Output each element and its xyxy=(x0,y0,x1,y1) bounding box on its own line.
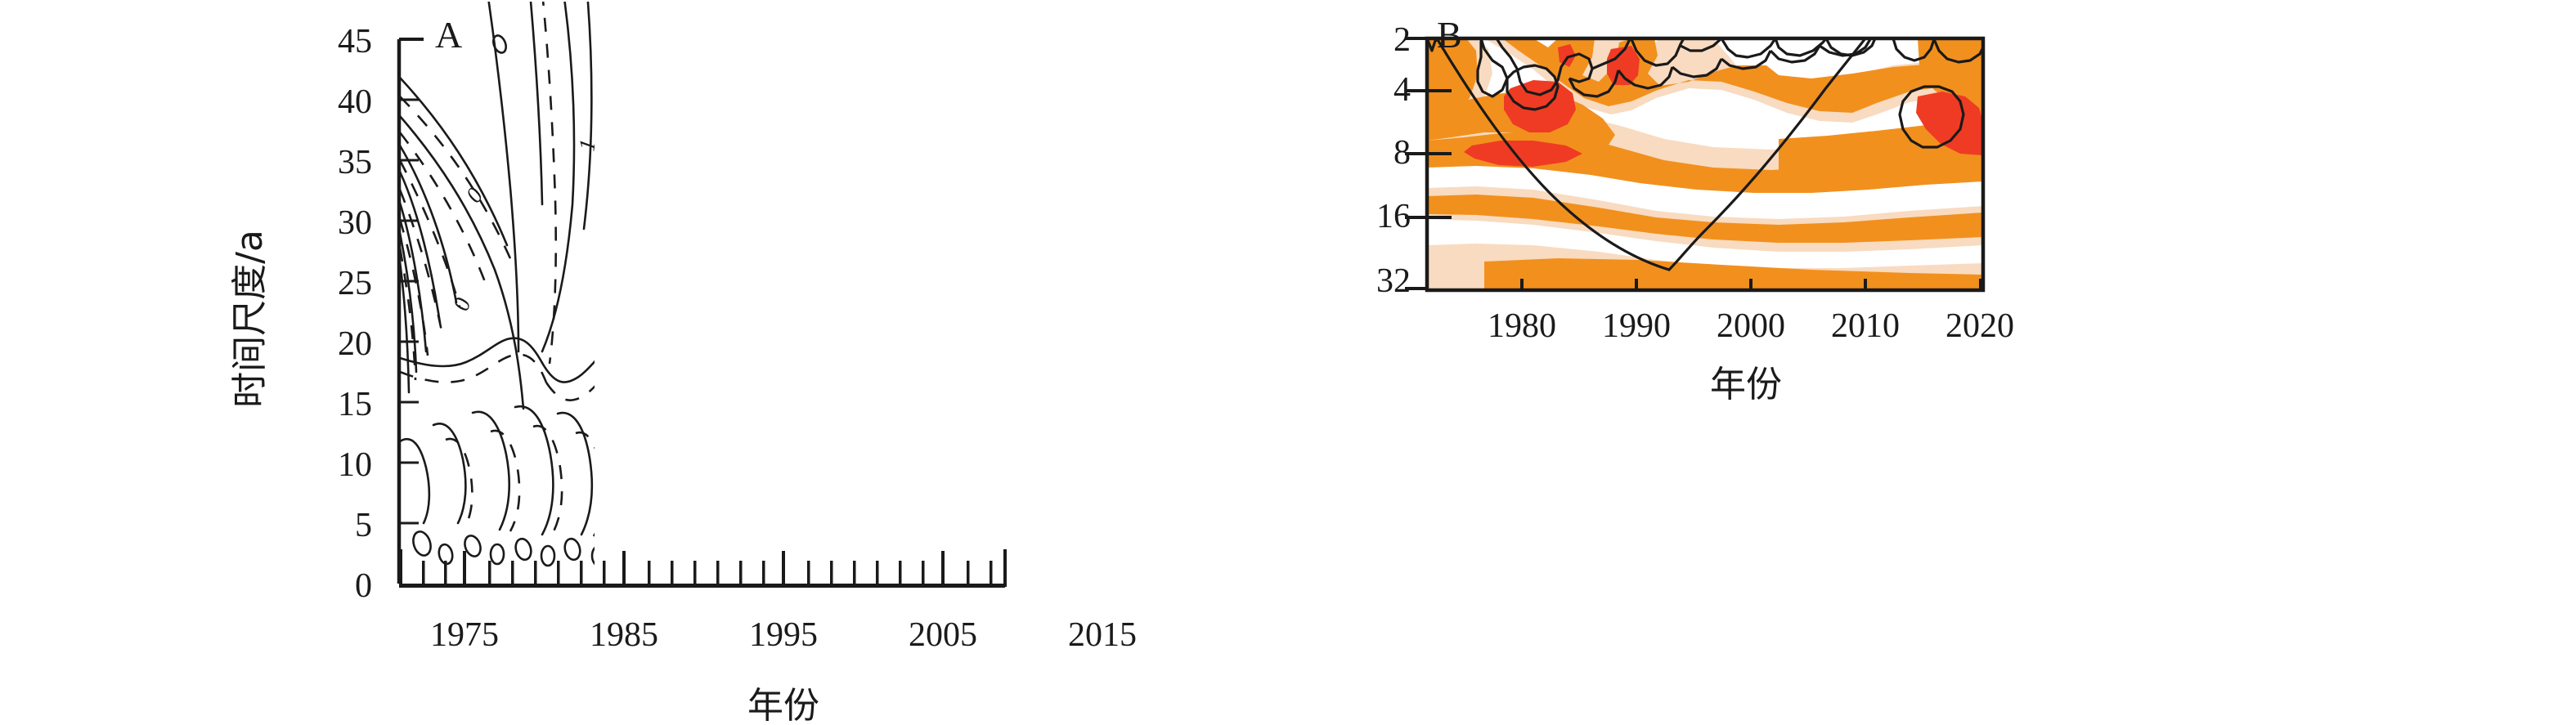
panel-b-x-axis-ticks xyxy=(1520,279,1982,292)
xtick-label: 2010 xyxy=(1831,307,1900,345)
panel-a-ytick-labels: 0 5 10 15 20 25 30 35 40 45 xyxy=(338,23,372,605)
panel-a-x-axis xyxy=(399,549,1007,588)
panel-a-xlabel: 年份 xyxy=(747,685,819,725)
ytick-label: 45 xyxy=(338,23,372,60)
panel-b-y-axis-ticks xyxy=(1405,37,1452,290)
xtick-label: 1995 xyxy=(749,616,818,654)
panel-b-frame xyxy=(1425,36,1986,293)
ytick-label: 40 xyxy=(338,83,372,121)
panel-b-xtick-labels: 1980 1990 2000 2010 2020 xyxy=(1488,307,2014,345)
panel-a-xtick-labels: 1975 1985 1995 2005 2015 xyxy=(430,616,1137,654)
panel-a: 时间尺度/a 0 5 10 15 20 25 30 35 40 45 xyxy=(229,2,1137,725)
ytick-label: 30 xyxy=(338,204,372,242)
xtick-label: 2000 xyxy=(1717,307,1785,345)
xtick-label: 1985 xyxy=(590,616,658,654)
xtick-label: 2020 xyxy=(1945,307,2014,345)
contour-label: 1 xyxy=(839,193,866,209)
panel-b-cone-of-influence xyxy=(1435,38,1867,271)
panel-a-ylabel: 时间尺度/a xyxy=(229,230,271,408)
panel-b-svg: 周期/a 2 4 8 16 32 xyxy=(1376,14,2014,405)
contour-label: 1 xyxy=(864,199,891,215)
panel-b-power-fills xyxy=(1427,38,1983,290)
xtick-label: 2005 xyxy=(909,616,977,654)
contour-label: 1 xyxy=(574,137,601,153)
panel-a-contour-lines: 0 0 1 1 xyxy=(400,2,928,567)
ytick-label: 15 xyxy=(338,386,372,423)
contour-label: 1 xyxy=(901,356,928,382)
ytick-label: 10 xyxy=(338,446,372,484)
panel-a-letter: A xyxy=(435,14,462,56)
xtick-label: 1975 xyxy=(430,616,499,654)
panel-b-significance-contour xyxy=(1427,38,1983,149)
xtick-label: 1990 xyxy=(1602,307,1671,345)
ytick-label: 25 xyxy=(338,265,372,302)
contour-label: 0 xyxy=(448,295,476,315)
ytick-label: 2 xyxy=(1393,21,1411,59)
contour-label: 0 xyxy=(726,329,752,356)
panel-a-fine-contours xyxy=(400,405,595,567)
ytick-label: 0 xyxy=(355,567,372,605)
xtick-label: 2015 xyxy=(1068,616,1137,654)
ytick-label: 8 xyxy=(1393,134,1411,172)
xtick-label: 1980 xyxy=(1488,307,1556,345)
ytick-label: 35 xyxy=(338,144,372,181)
ytick-label: 20 xyxy=(338,325,372,363)
panel-b-xlabel: 年份 xyxy=(1710,364,1782,405)
panel-b: 周期/a 2 4 8 16 32 xyxy=(1288,0,2576,725)
power-level-high xyxy=(1464,44,1983,167)
contour-label: 0 xyxy=(807,380,832,407)
panel-a-svg: 时间尺度/a 0 5 10 15 20 25 30 35 40 45 xyxy=(229,2,1137,725)
panel-b-letter: B xyxy=(1437,14,1462,56)
ytick-label: 4 xyxy=(1393,71,1411,109)
ytick-label: 32 xyxy=(1376,262,1411,300)
contour-label: 1 xyxy=(595,195,622,208)
panel-b-ytick-labels: 2 4 8 16 32 xyxy=(1376,21,1411,300)
ytick-label: 5 xyxy=(355,507,372,544)
